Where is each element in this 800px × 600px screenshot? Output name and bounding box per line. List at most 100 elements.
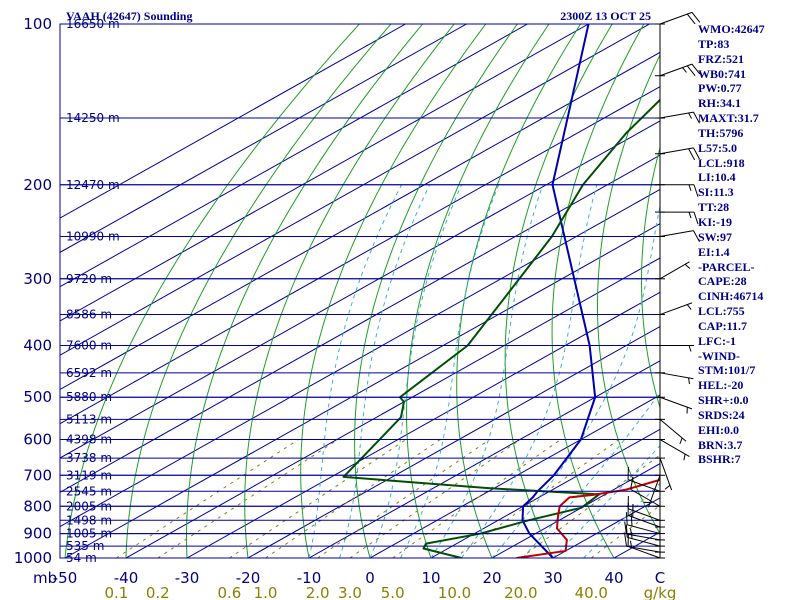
wind-barb-staff — [627, 536, 661, 547]
isotherm-line — [430, 428, 660, 558]
pressure-tick-label: 900 — [23, 525, 52, 543]
wind-barb-flag — [691, 12, 701, 23]
moist-adiabat-line — [430, 184, 544, 558]
pressure-tick-label: 1000 — [14, 549, 52, 567]
stat-item: SRDS:24 — [698, 407, 745, 422]
stat-item: TH:5796 — [698, 125, 744, 140]
stat-item: FRZ:521 — [698, 51, 744, 66]
mixing-ratio-tick-label: 40.0 — [575, 584, 608, 600]
moist-adiabat-line — [400, 184, 500, 558]
stat-item: SI:11.3 — [698, 185, 734, 200]
wind-barb-half-flag — [688, 345, 692, 352]
isotherm-line — [60, 24, 467, 253]
isotherm-line — [186, 291, 660, 558]
height-label: 5113 m — [66, 412, 112, 426]
isotherm-line — [60, 86, 660, 425]
wind-barb-half-flag — [664, 484, 671, 490]
height-label: 1498 m — [66, 513, 112, 527]
moist-adiabat-line — [308, 184, 403, 558]
wind-barb-flag — [693, 111, 700, 124]
stat-item: TT:28 — [698, 200, 730, 215]
wind-barb-staff — [626, 545, 661, 553]
stat-item: MAXT:31.7 — [698, 111, 759, 126]
stat-item: SHR+:0.0 — [698, 393, 749, 408]
temperature-trace — [516, 478, 660, 558]
stat-item: CAP:11.7 — [698, 318, 747, 333]
mixing-ratio-tick-label: 0.6 — [217, 584, 241, 600]
wind-barb-half-flag — [688, 211, 692, 219]
stat-item: -PARCEL- — [698, 259, 755, 274]
wind-barb-staff — [626, 533, 661, 541]
pressure-tick-label: 300 — [23, 270, 52, 288]
wind-barb-flag — [630, 476, 634, 490]
wind-barb-half-flag — [679, 437, 683, 445]
mixing-ratio-tick-label: 0.1 — [104, 584, 128, 600]
isotherm-line — [60, 24, 406, 219]
stat-item: EHI:0.0 — [698, 422, 740, 437]
temperature-tick-label: -20 — [236, 569, 261, 587]
wind-barb-half-flag — [688, 184, 692, 191]
temperature-tick-label: 30 — [543, 569, 562, 587]
isotherm-line — [491, 463, 660, 558]
wind-barb-staff — [627, 524, 661, 535]
mixing-ratio-tick-label: 0.2 — [146, 584, 170, 600]
mixing-ratio-line — [229, 439, 407, 558]
wind-barbs — [624, 11, 701, 559]
wind-barb-staff — [627, 514, 661, 528]
height-label: 10990 m — [66, 229, 120, 243]
pressure-tick-label: 500 — [23, 388, 52, 406]
wind-barb-half-flag — [682, 67, 687, 73]
stat-item: PW:0.77 — [698, 81, 742, 96]
mixing-ratio-line — [349, 439, 521, 558]
wind-barb-flag — [693, 184, 699, 197]
wind-barb-staff — [659, 111, 694, 119]
moist-adiabat-line — [339, 184, 431, 558]
temperature-tick-label: -10 — [297, 569, 322, 587]
mixing-ratio-tick-label: 3.0 — [338, 584, 362, 600]
isotherm-line — [60, 154, 660, 493]
sounding-traces — [342, 24, 660, 558]
stat-item: L57:5.0 — [698, 140, 737, 155]
dry-adiabat-line — [504, 24, 613, 558]
wind-barb-half-flag — [683, 453, 686, 461]
chart-datetime: 2300Z 13 OCT 25 — [560, 9, 651, 23]
ylabel-unit: mb — [33, 569, 57, 587]
wind-barb-staff — [659, 11, 693, 25]
isotherm-line — [60, 24, 528, 288]
wind-barb-flag — [693, 147, 700, 160]
height-label: 3738 m — [66, 451, 112, 465]
isotherm-line — [60, 24, 650, 356]
stat-item: LCL:918 — [698, 155, 745, 170]
stat-item: -WIND- — [698, 348, 740, 363]
temperature-tick-label: -40 — [114, 569, 139, 587]
wind-barb-staff — [659, 302, 693, 316]
stat-item: EI:1.4 — [698, 244, 730, 259]
wind-barb-staff — [659, 63, 693, 77]
height-label: 8586 m — [66, 308, 112, 322]
wind-barb-flag — [691, 63, 701, 75]
mixing-ratio-line — [590, 504, 660, 558]
pressure-tick-label: 600 — [23, 431, 52, 449]
stat-item: LCL:755 — [698, 304, 745, 319]
wind-barb-flag — [686, 13, 696, 25]
wind-barb-flag — [686, 65, 696, 77]
pressure-tick-label: 100 — [23, 15, 52, 33]
wind-barb-staff — [627, 508, 661, 521]
mixing-ratio-tick-label: 20.0 — [504, 584, 537, 600]
wind-barb-half-flag — [684, 263, 691, 269]
xlabel-unit: C — [655, 569, 665, 587]
stat-item: TP:83 — [698, 36, 730, 51]
wind-barb-half-flag — [688, 112, 693, 119]
mixing-ratio-tick-label: 2.0 — [306, 584, 330, 600]
wind-barb-staff — [659, 261, 690, 280]
moist-adiabat-line — [491, 203, 660, 558]
height-label: 5880 m — [66, 390, 112, 404]
background-grid — [60, 24, 660, 558]
stat-item: CINH:46714 — [698, 289, 764, 304]
height-label: 16650 m — [66, 17, 120, 31]
wind-barb-staff — [659, 439, 690, 457]
height-label: 2545 m — [66, 484, 112, 498]
wind-barb-staff — [659, 396, 693, 410]
isotherm-line — [64, 223, 660, 558]
